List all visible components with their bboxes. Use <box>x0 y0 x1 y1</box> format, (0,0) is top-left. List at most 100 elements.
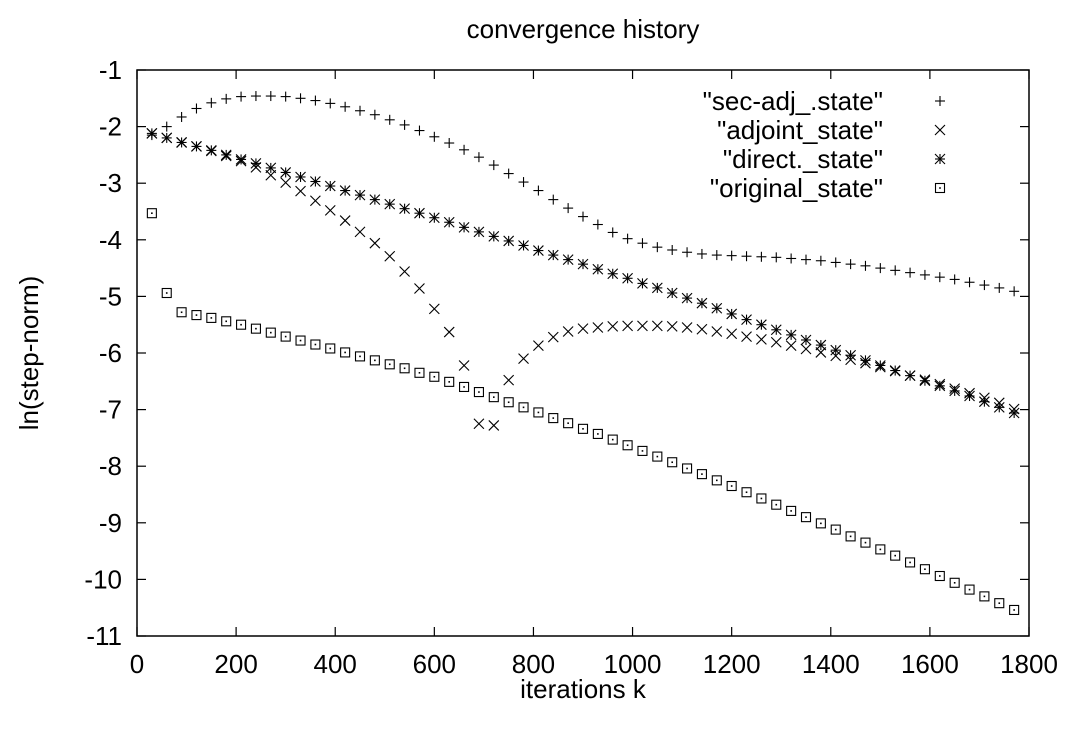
data-point <box>443 216 455 228</box>
data-point <box>801 254 811 265</box>
data-point <box>667 457 678 468</box>
data-point <box>458 221 470 233</box>
data-point <box>325 98 336 109</box>
y-tick-label: -4 <box>99 225 122 255</box>
data-point <box>667 244 678 255</box>
data-point <box>220 149 232 161</box>
x-tick-label: 1400 <box>802 649 860 679</box>
data-point <box>399 203 410 215</box>
data-point <box>563 418 574 429</box>
data-point <box>310 176 321 187</box>
legend-marker <box>934 153 946 165</box>
x-tick-label: 1600 <box>901 649 959 679</box>
y-tick-label: -5 <box>99 281 122 311</box>
y-axis-label: ln(step-norm) <box>14 276 44 431</box>
x-axis: 0 200 400 600 800 1000 1200 1400 1600 1800 <box>130 70 1058 679</box>
data-point <box>860 260 871 271</box>
data-point <box>770 324 782 336</box>
data-point <box>310 339 321 350</box>
data-point <box>785 329 797 341</box>
legend-label: "sec-adj_.state" <box>703 86 883 116</box>
data-point <box>860 537 871 548</box>
data-point <box>741 251 752 262</box>
data-point <box>354 226 366 238</box>
legend-marker <box>934 182 946 194</box>
data-point <box>191 310 202 321</box>
data-point <box>979 591 990 602</box>
data-point <box>711 475 722 486</box>
data-point <box>399 266 410 277</box>
data-point <box>414 283 425 294</box>
data-point <box>592 322 604 333</box>
data-point <box>711 302 723 314</box>
data-point <box>161 132 173 144</box>
data-point <box>964 277 975 288</box>
data-point <box>904 370 916 382</box>
x-tick-label: 1000 <box>604 649 662 679</box>
data-point <box>354 351 366 362</box>
data-point <box>770 336 782 348</box>
data-point <box>875 263 886 274</box>
data-point <box>250 158 262 169</box>
data-point <box>399 363 410 374</box>
data-point <box>295 171 306 183</box>
data-point <box>919 375 931 387</box>
x-axis-label: iterations k <box>520 674 647 704</box>
data-point <box>785 340 797 352</box>
data-point <box>562 254 574 265</box>
data-point <box>830 344 842 356</box>
data-point <box>830 257 841 268</box>
data-point <box>488 392 499 403</box>
data-point <box>503 374 515 386</box>
data-point <box>280 177 292 189</box>
data-point <box>444 138 455 149</box>
data-point <box>652 451 663 462</box>
data-point <box>622 233 633 244</box>
y-tick-label: -11 <box>86 621 122 651</box>
data-point <box>443 326 455 338</box>
data-point <box>875 544 886 555</box>
data-point <box>845 531 856 542</box>
data-point <box>934 380 946 392</box>
data-point <box>1009 604 1020 616</box>
data-point <box>444 376 455 387</box>
legend-label: "direct._state" <box>723 144 883 174</box>
data-point <box>280 91 291 102</box>
data-point <box>310 195 321 207</box>
series-cross <box>146 128 1020 431</box>
data-point <box>578 211 588 222</box>
data-point <box>221 93 232 104</box>
data-point <box>250 91 261 102</box>
y-tick-label: -9 <box>99 508 122 538</box>
data-point <box>235 154 247 165</box>
data-point <box>518 240 529 251</box>
data-point <box>592 219 603 230</box>
data-point <box>607 434 618 445</box>
data-point <box>1009 286 1020 297</box>
data-point <box>652 242 663 253</box>
data-point <box>845 349 856 361</box>
data-point <box>339 185 351 196</box>
chart-title: convergence history <box>467 14 700 44</box>
data-point <box>607 268 619 280</box>
data-point <box>265 91 276 102</box>
data-point <box>176 111 187 122</box>
data-point <box>726 308 738 320</box>
data-point <box>280 167 292 178</box>
data-point <box>324 180 336 192</box>
data-point <box>310 95 321 106</box>
data-point <box>369 237 381 249</box>
data-point <box>161 287 172 299</box>
data-point <box>488 231 500 242</box>
data-point <box>622 272 633 284</box>
data-point <box>176 137 187 148</box>
series-square <box>146 208 1020 616</box>
data-point <box>146 128 158 139</box>
data-point <box>756 334 767 345</box>
data-point <box>205 144 217 156</box>
data-point <box>637 445 648 456</box>
data-point <box>964 584 975 595</box>
data-point <box>414 125 425 136</box>
data-point <box>295 335 306 346</box>
